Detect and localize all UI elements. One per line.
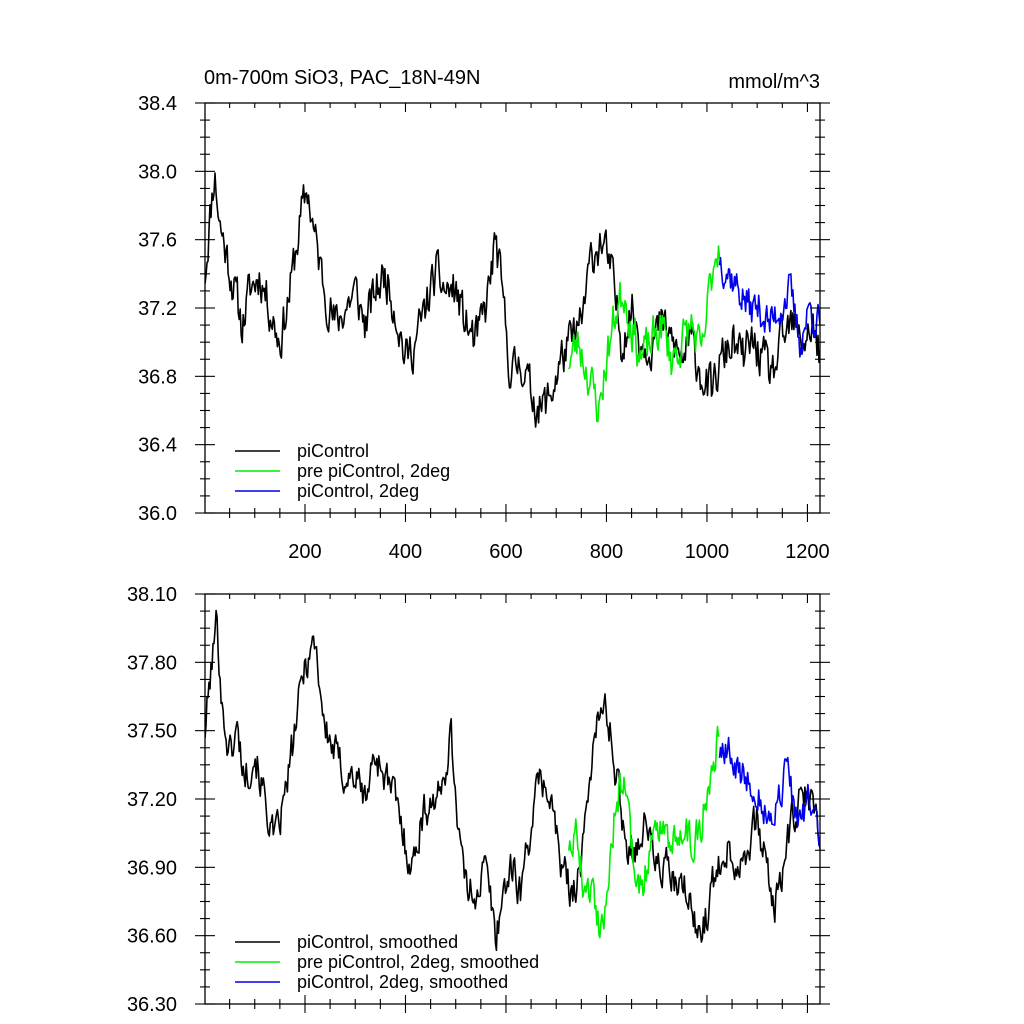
legend-label-0: piControl, smoothed <box>297 932 458 952</box>
x-tick-label: 200 <box>288 541 321 563</box>
top-panel: 0m-700m SiO3, PAC_18N-49N mmol/m^3 36.03… <box>138 67 830 563</box>
x-tick-label: 1000 <box>685 541 730 563</box>
y-tick-label: 37.20 <box>127 789 177 811</box>
top-x-tick-labels: 200 400 600 800 1000 1200 <box>288 541 829 563</box>
legend-label-1: pre piControl, 2deg <box>297 461 450 481</box>
y-tick-label: 36.60 <box>127 926 177 948</box>
series-line-2 <box>718 736 820 847</box>
legend-label-1: pre piControl, 2deg, smoothed <box>297 952 539 972</box>
x-tick-label: 600 <box>489 541 522 563</box>
bottom-y-tick-labels: 36.30 36.60 36.90 37.20 37.50 37.80 38.10 <box>127 584 177 1016</box>
top-lines <box>205 172 820 428</box>
series-line-0 <box>205 609 820 952</box>
y-tick-label: 37.80 <box>127 652 177 674</box>
bottom-lines <box>205 609 820 952</box>
x-tick-label: 400 <box>389 541 422 563</box>
series-line-2 <box>718 256 820 358</box>
y-tick-label: 36.4 <box>138 435 177 457</box>
y-tick-label: 37.50 <box>127 721 177 743</box>
y-tick-label: 36.90 <box>127 857 177 879</box>
y-tick-label: 38.10 <box>127 584 177 606</box>
y-tick-label: 36.8 <box>138 366 177 388</box>
y-tick-label: 37.2 <box>138 298 177 320</box>
legend-label-2: piControl, 2deg <box>297 481 419 501</box>
y-tick-label: 38.0 <box>138 161 177 183</box>
y-tick-label: 37.6 <box>138 230 177 252</box>
units-label: mmol/m^3 <box>728 71 820 93</box>
legend-label-0: piControl <box>297 441 369 461</box>
bottom-panel: 36.30 36.60 36.90 37.20 37.50 37.80 38.10 piCo… <box>127 584 830 1016</box>
top-ticks <box>195 102 830 522</box>
series-line-0 <box>205 172 820 428</box>
top-y-tick-labels: 36.0 36.4 36.8 37.2 37.6 38.0 38.4 <box>138 93 177 525</box>
x-tick-label: 1200 <box>785 541 830 563</box>
chart-title: 0m-700m SiO3, PAC_18N-49N <box>204 67 480 89</box>
x-tick-label: 800 <box>590 541 623 563</box>
bottom-ticks <box>195 593 830 1013</box>
y-tick-label: 36.0 <box>138 503 177 525</box>
legend-label-2: piControl, 2deg, smoothed <box>297 972 508 992</box>
y-tick-label: 36.30 <box>127 994 177 1016</box>
y-tick-label: 38.4 <box>138 93 177 115</box>
series-line-1 <box>568 245 721 423</box>
series-line-1 <box>568 725 720 939</box>
